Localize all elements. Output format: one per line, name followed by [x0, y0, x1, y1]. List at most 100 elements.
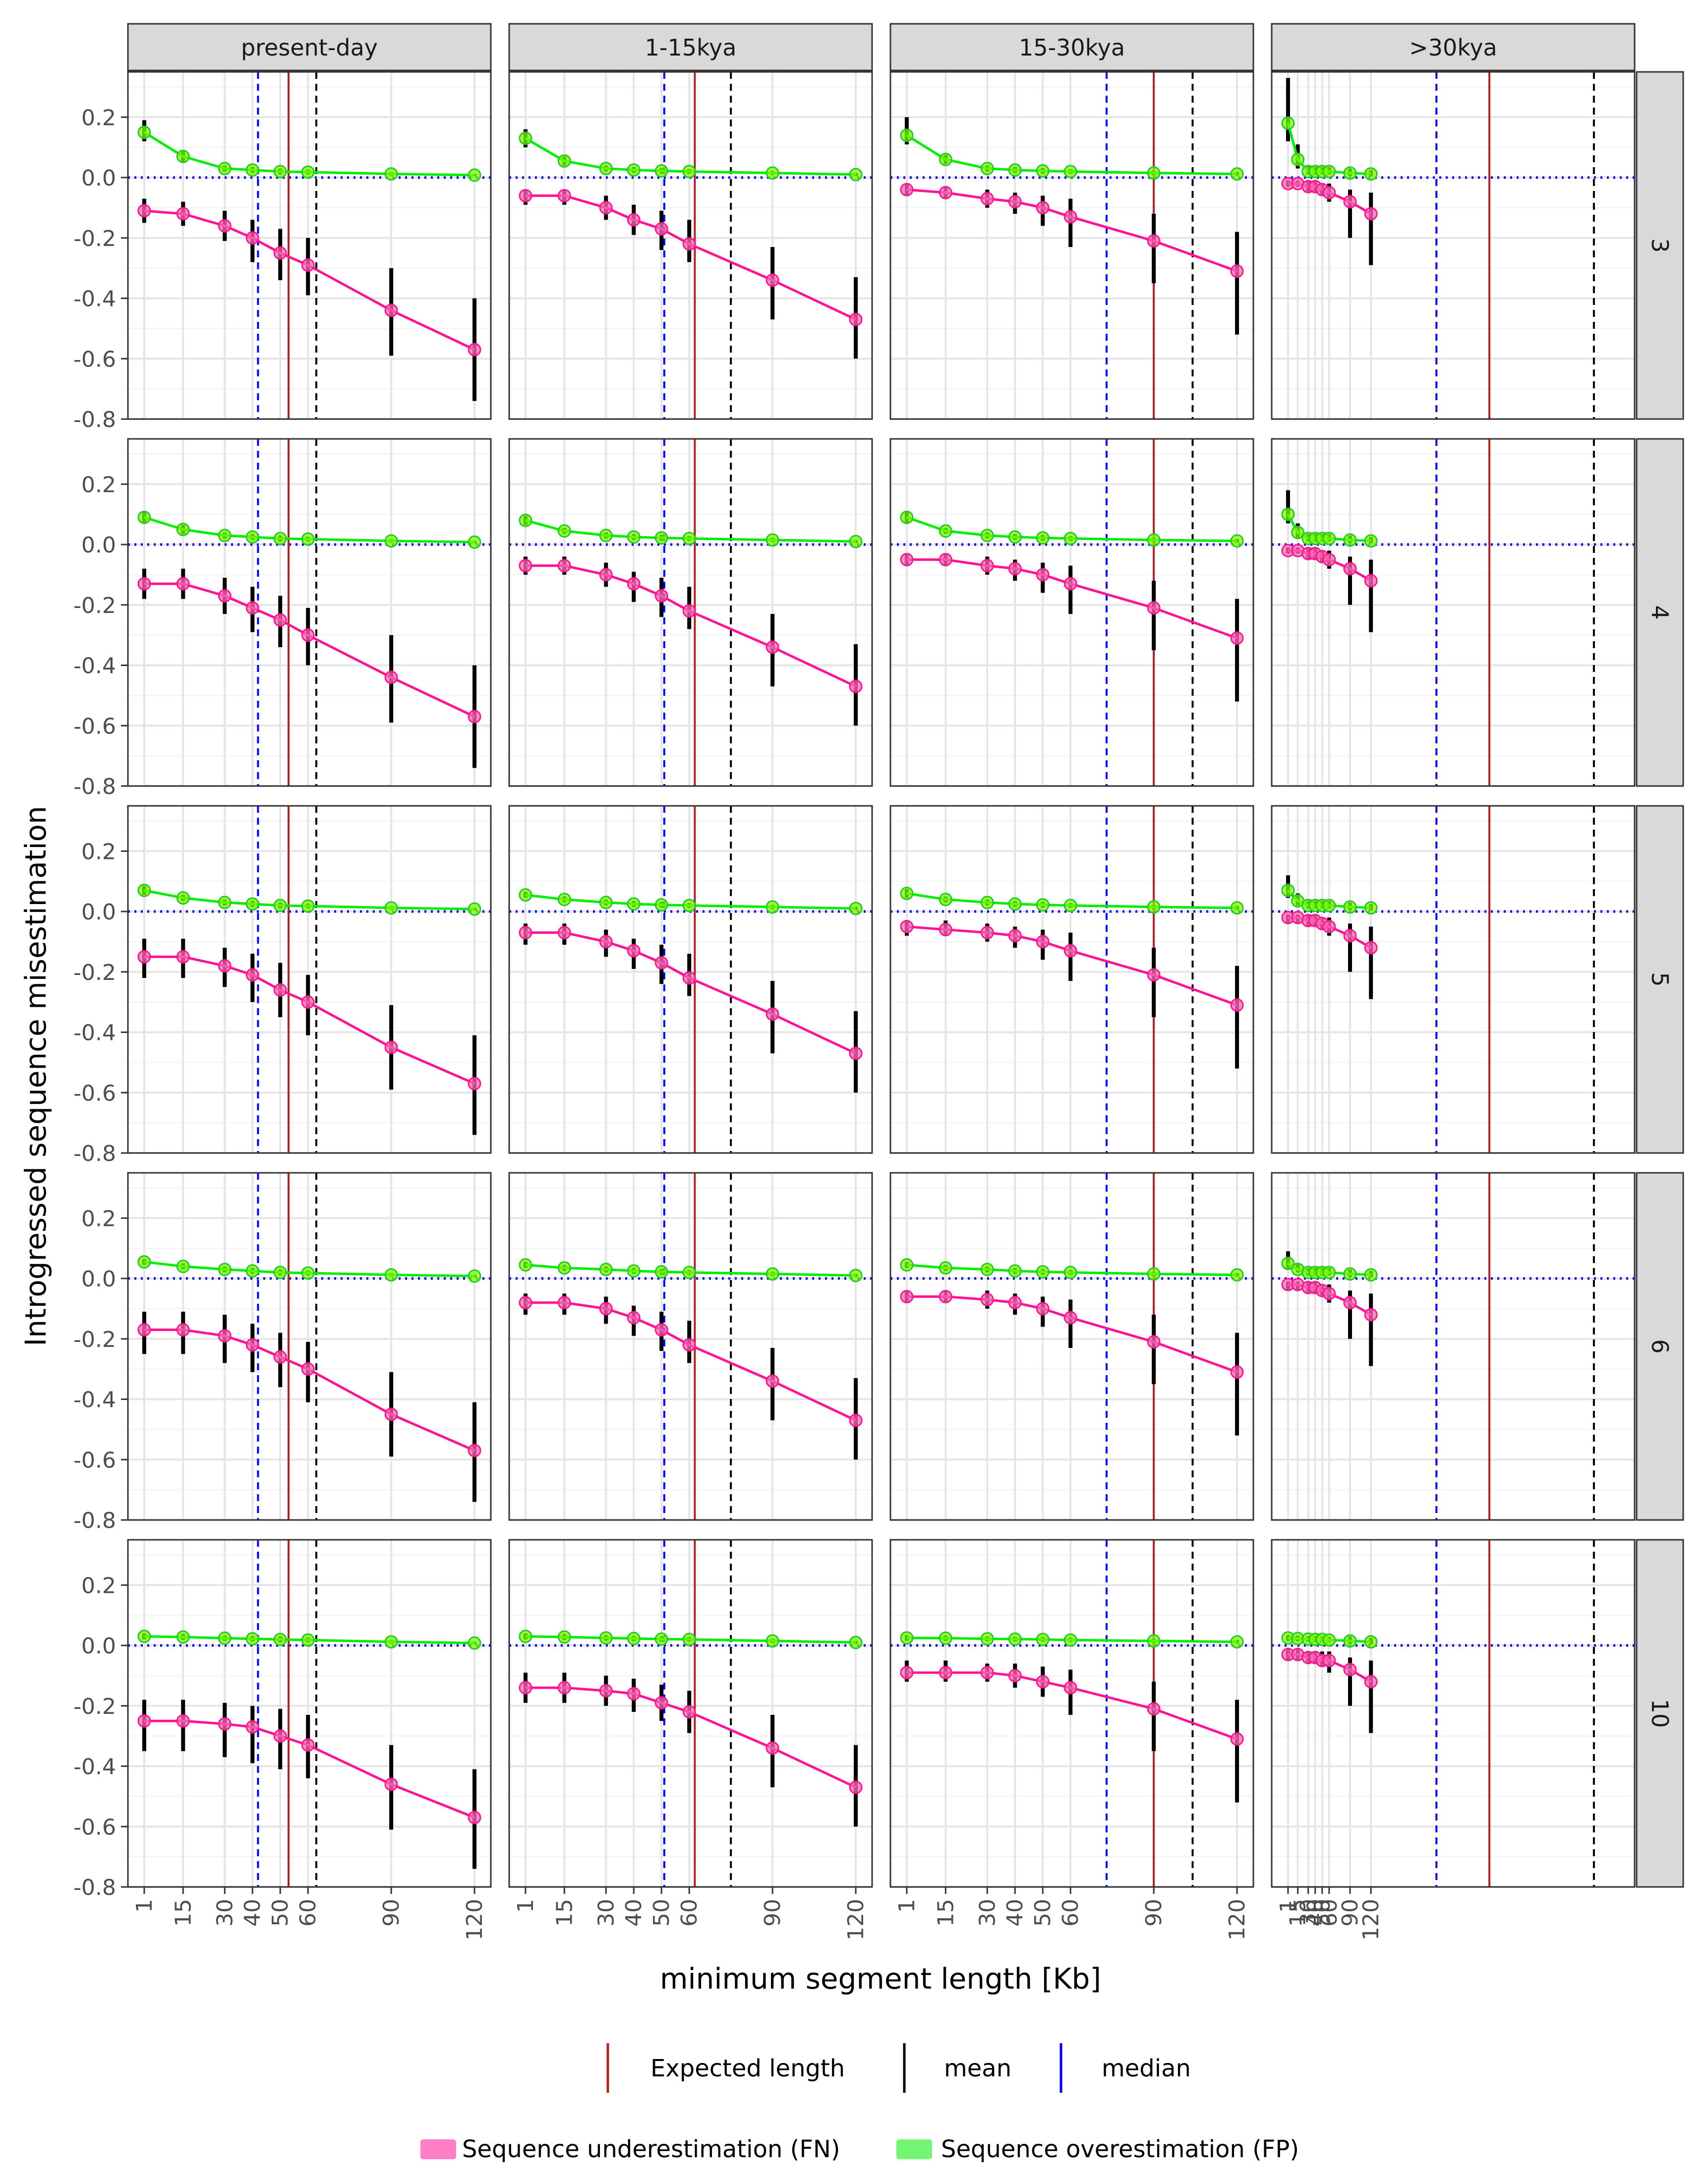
fp-point — [939, 524, 952, 538]
fn-point — [245, 1720, 259, 1734]
fn-point — [599, 201, 613, 215]
fn-series-line — [525, 564, 857, 688]
fp-point — [900, 1631, 914, 1645]
fn-point — [900, 1666, 914, 1680]
fn-point — [980, 926, 994, 940]
fp-point — [682, 532, 696, 546]
fp-point — [599, 896, 613, 910]
fn-point — [468, 710, 481, 724]
fn-point — [519, 926, 532, 940]
y-tick-label: -0.6 — [73, 714, 116, 739]
fn-point — [765, 1741, 779, 1755]
fn-point — [176, 577, 190, 591]
fp-series-line — [525, 519, 856, 543]
fn-point — [1364, 941, 1378, 955]
y-tick-label: 0.0 — [81, 533, 116, 558]
fp-point — [1230, 1635, 1244, 1649]
legend: Expected length mean median Sequence undere… — [420, 2043, 1299, 2163]
y-tick-label: -0.2 — [73, 1694, 116, 1719]
fn-point — [627, 944, 641, 958]
facet-row-label: 5 — [1647, 972, 1673, 986]
fp-point — [137, 883, 151, 897]
fn-point — [682, 1338, 696, 1352]
fn-series-line — [906, 925, 1237, 1007]
fp-point — [1364, 1635, 1378, 1649]
panel-border — [508, 438, 873, 787]
y-tick-label: -0.4 — [73, 1388, 116, 1413]
fn-series-line — [144, 209, 475, 351]
fp-point — [1036, 898, 1050, 912]
fp-point — [682, 899, 696, 912]
fn-point — [1322, 919, 1336, 933]
fn-point — [939, 552, 952, 566]
fn-point — [849, 1046, 863, 1060]
fp-point — [384, 534, 398, 548]
fp-point — [468, 1636, 481, 1650]
fp-point — [557, 524, 571, 538]
facet-panel — [889, 1172, 1254, 1521]
panel-background — [1272, 1173, 1635, 1520]
fn-point — [980, 192, 994, 206]
fn-point — [1230, 1365, 1244, 1379]
fn-point — [1343, 1296, 1357, 1310]
facet-panel: 10 — [1271, 1539, 1684, 1888]
x-tick-label: 30 — [212, 1899, 237, 1927]
fn-point — [1322, 552, 1336, 566]
fp-point — [980, 529, 994, 543]
fn-point — [245, 1338, 259, 1352]
fn-point — [137, 577, 151, 591]
fp-point — [557, 893, 571, 907]
facet-panels: present-day 0.2 0.0 -0.2 -0.4 -0.6 -0.8 0.2 0.0 -… — [73, 23, 1684, 1941]
fp-point — [980, 1632, 994, 1646]
panel-border — [1271, 805, 1636, 1154]
fn-point — [599, 1302, 613, 1316]
fn-series-line — [144, 955, 475, 1085]
fn-point — [682, 604, 696, 618]
fn-point — [939, 1290, 952, 1304]
x-tick-label: 40 — [1002, 1899, 1028, 1927]
panel-border — [1271, 1539, 1636, 1888]
fp-series-line — [906, 1637, 1237, 1643]
fp-point — [1343, 1634, 1357, 1648]
x-tick-label: 60 — [1317, 1899, 1342, 1927]
fp-point — [849, 902, 863, 915]
x-tick-label: 120 — [1358, 1899, 1384, 1941]
fp-point — [468, 168, 481, 182]
x-tick-label: 30 — [593, 1899, 619, 1927]
fn-point — [900, 919, 914, 933]
facet-row-strip — [1636, 71, 1684, 420]
fn-point — [1364, 574, 1378, 588]
fp-point — [273, 165, 287, 179]
fp-point — [1147, 533, 1161, 547]
fn-point — [468, 1811, 481, 1824]
fp-point — [627, 1264, 641, 1278]
fp-point — [1036, 1265, 1050, 1279]
x-tick-label: 50 — [1030, 1899, 1056, 1927]
facet-strip — [127, 23, 492, 71]
facet-panel: 0.2 0.0 -0.2 -0.4 -0.6 -0.8 — [73, 438, 492, 799]
y-tick-label: -0.4 — [73, 654, 116, 679]
fn-point — [765, 273, 779, 287]
panel-background — [1272, 1540, 1635, 1887]
fp-point — [900, 1258, 914, 1272]
x-tick-label: 50 — [268, 1899, 293, 1927]
fp-point — [273, 1633, 287, 1646]
fn-point — [218, 589, 232, 603]
fn-point — [1036, 935, 1050, 949]
y-tick-label: -0.8 — [73, 1875, 116, 1900]
fn-point — [1063, 577, 1077, 591]
fn-point — [1230, 631, 1244, 645]
fn-point — [765, 1007, 779, 1021]
fp-point — [301, 1633, 315, 1647]
fn-point — [519, 1681, 532, 1695]
fn-point — [654, 1696, 668, 1710]
fp-series-line — [906, 134, 1237, 176]
fn-point — [557, 559, 571, 573]
fp-point — [939, 153, 952, 167]
facet-row-label: 4 — [1647, 605, 1673, 619]
fn-point — [273, 983, 287, 997]
fp-point — [849, 1269, 863, 1282]
fp-point — [654, 1632, 668, 1646]
fn-series-line — [906, 1295, 1237, 1374]
fn-series-line — [525, 931, 857, 1055]
